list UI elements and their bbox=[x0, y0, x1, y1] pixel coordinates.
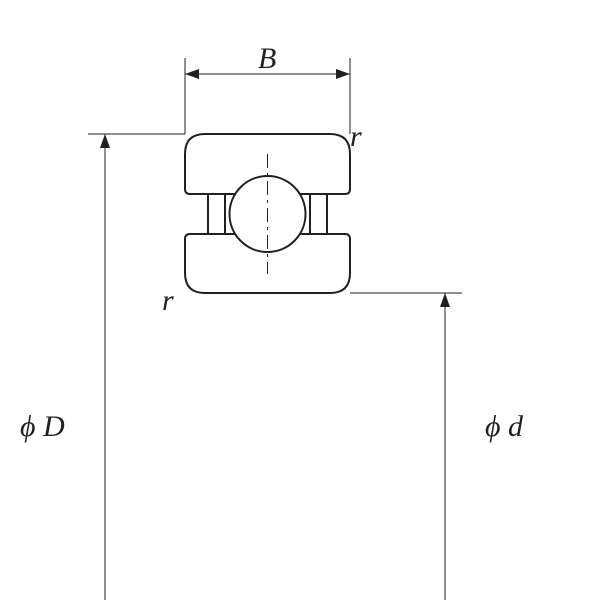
dimB-arrow-right bbox=[336, 69, 350, 79]
label-d: ϕ d bbox=[485, 410, 523, 444]
label-r-top: r bbox=[350, 120, 362, 154]
label-r-bottom: r bbox=[162, 284, 174, 318]
label-B: B bbox=[258, 42, 276, 76]
label-D: ϕ D bbox=[20, 410, 65, 444]
dimD-arrow-up bbox=[100, 134, 110, 148]
dimd-arrow-up bbox=[440, 293, 450, 307]
dimB-arrow-left bbox=[185, 69, 199, 79]
